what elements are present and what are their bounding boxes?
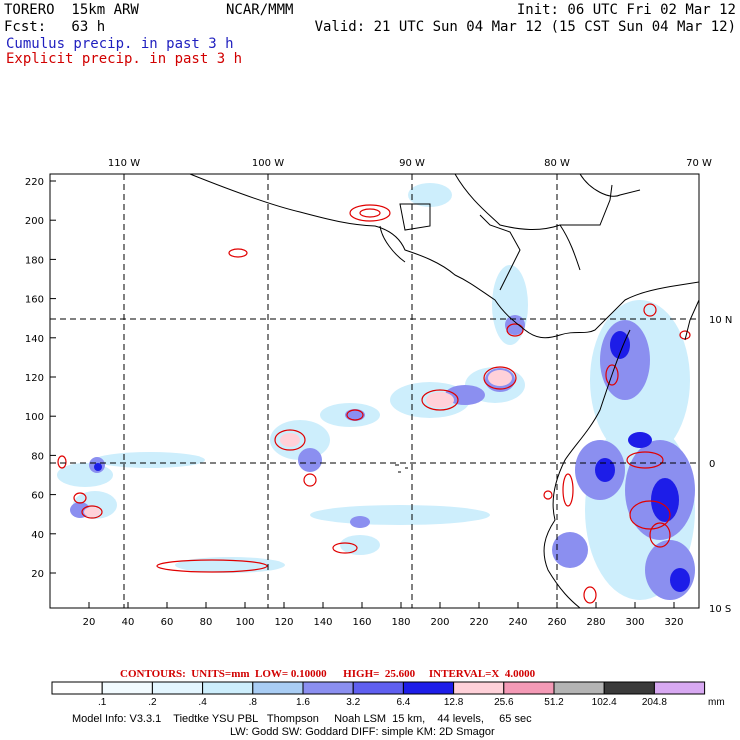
lon-label: 90 W [399,158,425,169]
colorbar-label: 204.8 [642,697,667,708]
model-title: TORERO 15km ARW [4,2,139,18]
y-tick-label: 160 [25,295,44,306]
y-tick-label: 100 [25,412,44,423]
y-tick-label: 80 [31,451,44,462]
colorbar-label: 12.8 [444,697,464,708]
coastlines [189,174,699,608]
colorbar-swatch [653,681,706,695]
y-tick-label: 40 [31,530,44,541]
colorbar-swatch [302,681,354,695]
colorbar-label: .1 [98,697,107,708]
valid-time: Valid: 21 UTC Sun 04 Mar 12 (15 CST Sun … [314,19,736,35]
x-tick-label: 100 [235,617,254,628]
physics-info: LW: Godd SW: Goddard DIFF: simple KM: 2D… [230,726,495,738]
colorbar-swatch [151,681,204,695]
contours-info: CONTOURS: UNITS=mm LOW= 0.10000 HIGH= 25… [120,668,536,680]
x-tick-label: 260 [547,617,566,628]
lon-label: 70 W [686,158,712,169]
y-axis: 220 200 180 160 140 120 100 80 60 40 20 [25,177,56,580]
cumulus-precip-label: Cumulus precip. in past 3 h [6,36,234,52]
colorbar-swatch [352,681,404,695]
x-tick-label: 180 [391,617,410,628]
x-tick-label: 200 [430,617,449,628]
colorbar-swatch [603,681,655,695]
colorbar-swatch [453,681,505,695]
colorbar-label: 3.2 [346,697,360,708]
x-tick-label: 80 [200,617,213,628]
x-tick-label: 280 [586,617,605,628]
explicit-precip-contours [57,204,691,604]
forecast-hour: Fcst: 63 h [4,19,106,35]
colorbar-label: 102.4 [592,697,617,708]
colorbar-label: 1.6 [296,697,310,708]
init-time: Init: 06 UTC Fri 02 Mar 12 [516,2,736,18]
colorbar-label: .8 [249,697,258,708]
x-tick-label: 240 [508,617,527,628]
lat-label: 10 N [709,315,732,326]
colorbar-swatch [402,681,455,695]
colorbar-label: 51.2 [544,697,564,708]
x-tick-label: 140 [313,617,332,628]
lat-axis: 10 N 0 10 S [709,315,732,615]
x-tick-label: 60 [161,617,174,628]
lon-label: 80 W [544,158,570,169]
y-tick-label: 20 [31,569,44,580]
center-label: NCAR/MMM [226,2,294,18]
colorbar-swatch [503,681,555,695]
lat-label: 10 S [709,604,731,615]
colorbar-label: .4 [198,697,207,708]
lon-label: 110 W [108,158,140,169]
colorbar-swatch [553,681,605,695]
colorbar-unit: mm [708,697,725,708]
x-tick-label: 300 [625,617,644,628]
x-tick-label: 220 [469,617,488,628]
y-tick-label: 140 [25,334,44,345]
colorbar-label: .2 [148,697,157,708]
y-tick-label: 120 [25,373,44,384]
y-tick-label: 60 [31,491,44,502]
x-tick-label: 120 [274,617,293,628]
colorbar-swatch [202,681,254,695]
x-tick-label: 160 [352,617,371,628]
model-info: Model Info: V3.3.1 Tiedtke YSU PBL Thomp… [72,713,532,725]
colorbar-swatch [101,681,153,695]
colorbar-swatch [252,681,304,695]
cumulus-precip-heavy [94,331,690,592]
explicit-precip-label: Explicit precip. in past 3 h [6,51,243,67]
colorbar-swatch [51,681,103,695]
colorbar-label: 6.4 [396,697,410,708]
lat-label: 0 [709,459,715,470]
lat-lon-grid [50,174,699,608]
lon-label: 100 W [252,158,284,169]
x-tick-label: 320 [664,617,683,628]
x-axis: 20 40 60 80 100 120 140 160 180 200 220 240 260 280 30… [83,602,684,628]
colorbar-label: 25.6 [494,697,514,708]
y-tick-label: 180 [25,255,44,266]
x-tick-label: 20 [83,617,96,628]
lon-axis: 110 W 100 W 90 W 80 W 70 W [108,158,712,169]
y-tick-label: 200 [25,216,44,227]
x-tick-label: 40 [122,617,135,628]
y-tick-label: 220 [25,177,44,188]
explicit-precip-fill [84,370,512,517]
map-frame [49,173,700,609]
